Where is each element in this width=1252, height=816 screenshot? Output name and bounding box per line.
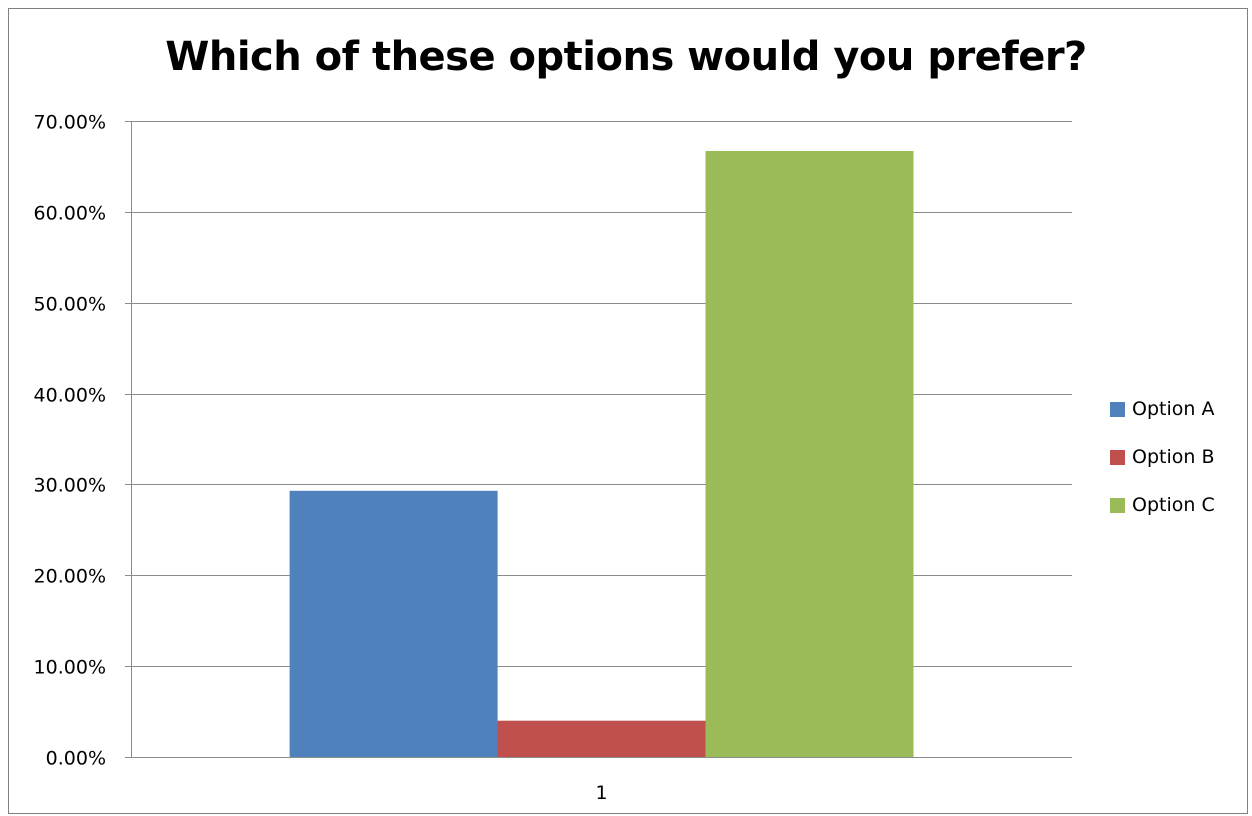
y-tick-label-3: 30.00% [34,475,106,497]
chart-area [8,8,1248,814]
legend-label-option-b: Option B [1132,446,1215,468]
legend-item-option-b: Option B [1110,445,1240,469]
y-tick-label-0: 0.00% [46,748,106,770]
x-tick-label-0: 1 [595,782,607,804]
y-tick-label-2: 20.00% [34,566,106,588]
legend-swatch-option-a [1110,401,1125,417]
legend-label-option-c: Option C [1132,494,1215,516]
legend-item-option-c: Option C [1110,493,1240,517]
legend-label-option-a: Option A [1132,398,1215,420]
legend-item-option-a: Option A [1110,397,1240,421]
y-tick-label-7: 70.00% [34,112,106,134]
y-tick-label-5: 50.00% [34,294,106,316]
y-tick-label-1: 10.00% [34,657,106,679]
bar-option-b [497,720,706,757]
y-tick-label-6: 60.00% [34,203,106,225]
legend: Option A Option B Option C [1110,397,1240,541]
legend-swatch-option-c [1110,497,1125,513]
legend-swatch-option-b [1110,449,1125,465]
bar-option-a [289,490,498,757]
chart-title: Which of these options would you prefer? [165,34,1087,80]
y-tick-label-4: 40.00% [34,385,106,407]
bar-option-c [705,151,914,757]
